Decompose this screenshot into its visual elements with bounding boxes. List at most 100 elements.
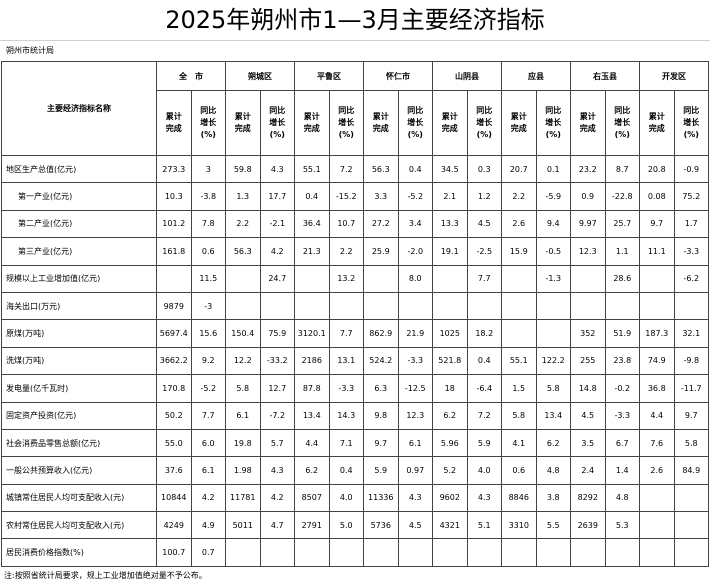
value-cell	[570, 291, 606, 321]
value-cell: 8292	[570, 483, 606, 513]
value-cell: 11781	[225, 483, 261, 513]
value-cell: -3.8	[190, 182, 226, 211]
value-cell: 0.4	[397, 154, 433, 184]
sub-header-cell: 累计完成	[156, 90, 192, 156]
value-cell: 6.1	[190, 456, 226, 485]
value-cell: 7.2	[328, 154, 364, 184]
value-cell: 1.5	[501, 374, 537, 403]
value-cell	[294, 291, 330, 321]
value-cell	[639, 291, 675, 321]
value-cell	[535, 291, 571, 321]
value-cell: 11.1	[639, 237, 675, 266]
value-cell: -3	[190, 291, 226, 321]
value-cell: 9.7	[673, 401, 709, 430]
value-cell: 4249	[156, 511, 192, 540]
value-cell: 0.4	[328, 456, 364, 485]
value-cell	[328, 538, 364, 567]
table-row: 第二产业(亿元) 101.2 7.8 2.2 -2.1 36.4 10.7 27.2 3.4 13…	[1, 209, 709, 239]
value-cell: -3.3	[673, 237, 709, 266]
row-label: 发电量(亿千瓦时)	[1, 374, 157, 403]
value-cell: 14.3	[328, 401, 364, 430]
value-cell: 10.7	[328, 209, 364, 239]
value-cell: 4.5	[466, 209, 502, 239]
value-cell: -22.8	[604, 182, 640, 211]
value-cell: 34.5	[432, 154, 468, 184]
value-cell: 10.3	[156, 182, 192, 211]
value-cell: 6.2	[432, 401, 468, 430]
sub-header-cell: 累计完成	[363, 90, 399, 156]
value-cell: 0.1	[535, 154, 571, 184]
value-cell: 9.97	[570, 209, 606, 239]
value-cell: 2791	[294, 511, 330, 540]
value-cell	[156, 264, 192, 293]
value-cell: 5.2	[432, 456, 468, 485]
value-cell: 55.1	[501, 346, 537, 376]
value-cell: 11.5	[190, 264, 226, 293]
value-cell: -5.2	[190, 374, 226, 403]
table-row: 洗煤(万吨) 3662.2 9.2 12.2 -33.2 2186 13.1 524.2 -3.…	[1, 346, 709, 376]
value-cell: 14.8	[570, 374, 606, 403]
value-cell: 5.0	[328, 511, 364, 540]
sub-header: 同比增长(%)	[200, 106, 217, 139]
table-row: 海关出口(万元) 9879 -3	[1, 291, 709, 321]
value-cell: 56.3	[363, 154, 399, 184]
value-cell: 13.3	[432, 209, 468, 239]
value-cell	[432, 291, 468, 321]
sub-header-cell: 累计完成	[570, 90, 606, 156]
value-cell	[363, 291, 399, 321]
value-cell: 4.5	[570, 401, 606, 430]
value-cell: 25.7	[604, 209, 640, 239]
sub-header-cell: 累计完成	[225, 90, 261, 156]
value-cell: 2639	[570, 511, 606, 540]
value-cell	[225, 264, 261, 293]
region-header: 开发区	[639, 61, 709, 91]
value-cell: 4.4	[639, 401, 675, 430]
sub-header: 累计完成	[441, 112, 458, 133]
value-cell: 18.2	[466, 319, 502, 348]
value-cell: 19.8	[225, 428, 261, 458]
value-cell: 9.7	[639, 209, 675, 239]
value-cell: 2.4	[570, 456, 606, 485]
value-cell: 0.6	[190, 237, 226, 266]
row-label: 海关出口(万元)	[1, 291, 157, 321]
value-cell: 1.7	[673, 209, 709, 239]
value-cell: 187.3	[639, 319, 675, 348]
value-cell: 12.3	[570, 237, 606, 266]
value-cell: 3310	[501, 511, 537, 540]
value-cell: -5.2	[397, 182, 433, 211]
table-row: 社会消费品零售总额(亿元) 55.0 6.0 19.8 5.7 4.4 7.1 9.7 6.1 5…	[1, 428, 709, 458]
value-cell: 18	[432, 374, 468, 403]
value-cell: 4.3	[466, 483, 502, 513]
value-cell	[639, 511, 675, 540]
value-cell: 5736	[363, 511, 399, 540]
sub-header: 同比增长(%)	[545, 106, 562, 139]
value-cell: 12.7	[259, 374, 295, 403]
value-cell: 5.96	[432, 428, 468, 458]
sub-header: 累计完成	[234, 112, 251, 133]
value-cell: 4.2	[190, 483, 226, 513]
value-cell: 36.8	[639, 374, 675, 403]
table-row: 第三产业(亿元) 161.8 0.6 56.3 4.2 21.3 2.2 25.9 -2.0 19…	[1, 237, 709, 266]
value-cell: 11336	[363, 483, 399, 513]
value-cell: 3.4	[397, 209, 433, 239]
value-cell: 521.8	[432, 346, 468, 376]
value-cell: 4.8	[604, 483, 640, 513]
value-cell: 13.4	[294, 401, 330, 430]
value-cell	[466, 538, 502, 567]
value-cell: 8.7	[604, 154, 640, 184]
value-cell: 2.6	[639, 456, 675, 485]
value-cell: 56.3	[225, 237, 261, 266]
value-cell	[294, 538, 330, 567]
value-cell	[673, 291, 709, 321]
sub-header: 累计完成	[648, 112, 665, 133]
value-cell: 4.1	[501, 428, 537, 458]
value-cell: 3.8	[535, 483, 571, 513]
value-cell: 23.2	[570, 154, 606, 184]
value-cell	[294, 264, 330, 293]
value-cell: 6.0	[190, 428, 226, 458]
value-cell: 5.8	[673, 428, 709, 458]
sub-header-cell: 同比增长(%)	[604, 90, 640, 156]
value-cell: 4.3	[259, 456, 295, 485]
value-cell: 170.8	[156, 374, 192, 403]
sub-header-cell: 累计完成	[294, 90, 330, 156]
